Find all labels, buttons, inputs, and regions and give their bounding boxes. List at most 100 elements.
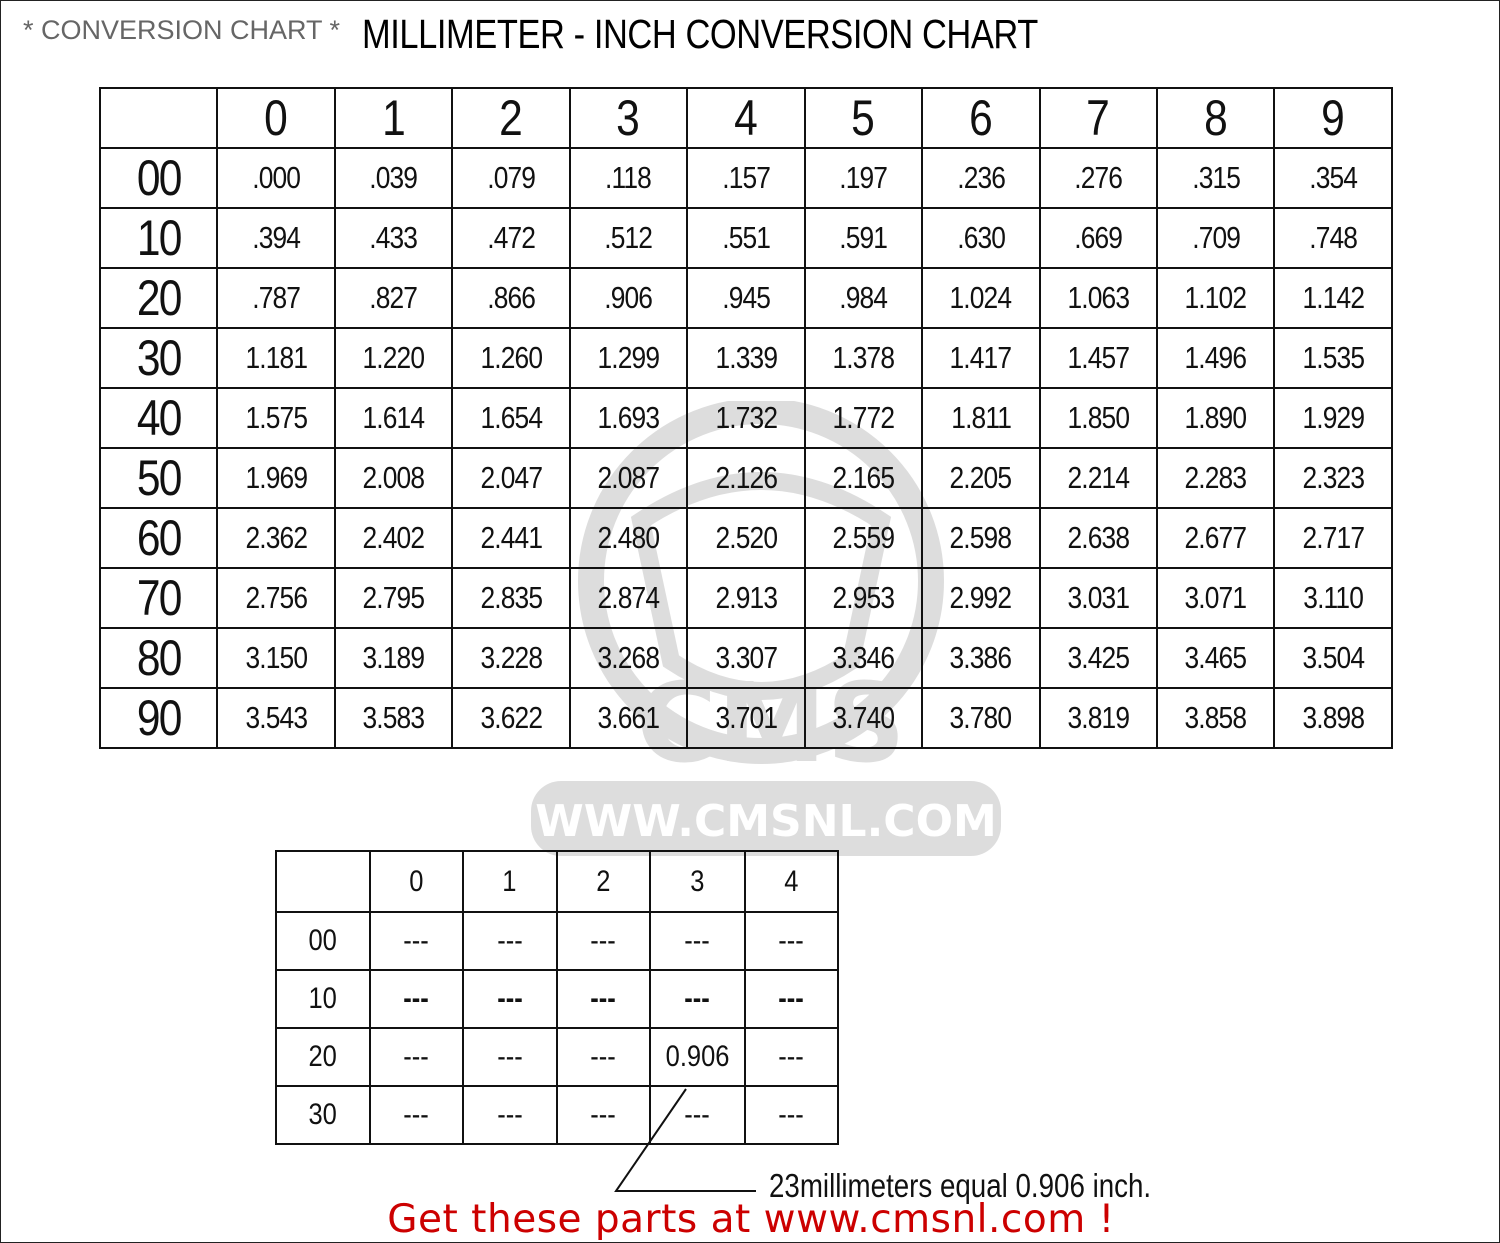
- table-cell: .669: [1038, 207, 1158, 269]
- cell-value: .827: [369, 280, 418, 315]
- cell-value: .630: [956, 220, 1006, 255]
- table-cell: .276: [1038, 147, 1158, 209]
- table-cell: ---: [648, 911, 746, 971]
- table-cell: .906: [568, 267, 689, 329]
- cell-value: ---: [590, 1040, 616, 1073]
- table-cell: ---: [743, 911, 840, 971]
- cell-value: .669: [1074, 220, 1123, 255]
- cell-value: 1.220: [362, 340, 426, 375]
- table-cell: 0.906: [648, 1027, 746, 1087]
- cell-value: .709: [1191, 220, 1241, 255]
- cell-value: .000: [252, 160, 301, 195]
- row-header-label: 60: [136, 510, 183, 566]
- table-cell: 2.520: [686, 507, 806, 569]
- cell-value: ---: [778, 924, 805, 957]
- table-cell: 2.598: [921, 507, 1041, 569]
- cell-value: 2.677: [1184, 520, 1248, 555]
- cell-value: 2.480: [597, 520, 661, 555]
- cell-value: 1.614: [362, 400, 426, 435]
- table-cell: 2.795: [333, 567, 454, 629]
- table-row: 70 2.756 2.795 2.835 2.874 2.913 2.953 2.992 3.0…: [98, 567, 1393, 629]
- table-cell: 1.654: [451, 387, 571, 449]
- row-header: 50: [98, 447, 219, 509]
- cell-value: 3.780: [949, 700, 1013, 735]
- table-cell: 2.214: [1038, 447, 1158, 509]
- table-cell: .630: [921, 207, 1041, 269]
- column-header: 0: [368, 850, 465, 913]
- row-header: 10: [98, 207, 219, 269]
- cell-value: .276: [1074, 160, 1123, 195]
- column-header: 8: [1155, 87, 1276, 149]
- column-header-label: 8: [1203, 90, 1228, 146]
- table-cell: 1.614: [333, 387, 454, 449]
- cell-value: ---: [778, 1040, 805, 1073]
- table-cell: 2.362: [216, 507, 336, 569]
- column-header-label: 0: [409, 864, 424, 898]
- table-cell: .039: [333, 147, 454, 209]
- cell-value: 3.425: [1067, 640, 1130, 675]
- cell-value: .039: [369, 160, 418, 195]
- table-cell: .157: [686, 147, 806, 209]
- table-cell: ---: [462, 1027, 558, 1087]
- column-header-label: 7: [1086, 90, 1111, 146]
- table-cell: 1.378: [803, 327, 924, 389]
- header-row: 0 1 2 3 4: [275, 850, 840, 913]
- table-cell: 1.969: [216, 447, 336, 509]
- table-cell: .748: [1273, 207, 1393, 269]
- table-cell: .197: [803, 147, 924, 209]
- row-header-label: 00: [136, 150, 183, 206]
- cell-value: 1.811: [950, 400, 1012, 435]
- table-cell: 1.339: [686, 327, 806, 389]
- table-cell: ---: [368, 1027, 465, 1087]
- table-row: 30 1.181 1.220 1.260 1.299 1.339 1.378 1.417 1.4…: [98, 327, 1393, 389]
- row-header-label: 70: [136, 570, 183, 626]
- cell-value: 2.441: [480, 520, 543, 555]
- cell-value: .906: [604, 280, 653, 315]
- table-cell: ---: [743, 969, 840, 1029]
- column-header-label: 4: [784, 864, 799, 898]
- cell-value: 2.520: [714, 520, 778, 555]
- cell-value: 3.661: [597, 700, 661, 735]
- row-header-label: 00: [308, 924, 338, 957]
- table-cell: 2.323: [1273, 447, 1393, 509]
- cell-value: ---: [403, 1098, 430, 1131]
- cell-value: ---: [684, 1098, 710, 1131]
- row-header: 00: [275, 911, 371, 971]
- column-header: 0: [216, 87, 336, 149]
- cell-value: .433: [369, 220, 418, 255]
- table-cell: 3.071: [1155, 567, 1276, 629]
- table-cell: ---: [555, 969, 651, 1029]
- cell-value: 1.654: [480, 400, 543, 435]
- table-row: 90 3.543 3.583 3.622 3.661 3.701 3.740 3.780 3.8…: [98, 687, 1393, 749]
- table-cell: 2.087: [568, 447, 689, 509]
- table-cell: 3.701: [686, 687, 806, 749]
- table-cell: .709: [1155, 207, 1276, 269]
- cell-value: 1.260: [480, 340, 543, 375]
- cell-value: 3.858: [1184, 700, 1248, 735]
- table-cell: .079: [451, 147, 571, 209]
- row-header-label: 30: [308, 1098, 338, 1131]
- table-row: 20 --- --- --- 0.906 ---: [275, 1027, 840, 1087]
- cell-value: .354: [1309, 160, 1358, 195]
- table-cell: 3.622: [451, 687, 571, 749]
- cell-value: 1.732: [714, 400, 778, 435]
- column-header-label: 2: [499, 90, 523, 146]
- cell-value: 1.339: [714, 340, 778, 375]
- table-cell: ---: [462, 911, 558, 971]
- table-row: 10 .394 .433 .472 .512 .551 .591 .630 .669 .709 .7…: [98, 207, 1393, 269]
- cell-value: 1.378: [832, 340, 895, 375]
- cell-value: 2.559: [832, 520, 895, 555]
- table-cell: 2.480: [568, 507, 689, 569]
- cell-value: 1.024: [949, 280, 1013, 315]
- cell-value: 2.165: [832, 460, 895, 495]
- table-cell: 2.835: [451, 567, 571, 629]
- table-cell: 1.693: [568, 387, 689, 449]
- cell-value: 1.772: [832, 400, 895, 435]
- table-cell: 1.417: [921, 327, 1041, 389]
- table-cell: ---: [368, 1085, 465, 1145]
- promo-link-text[interactable]: Get these parts at www.cmsnl.com !: [387, 1197, 1115, 1242]
- table-cell: 1.850: [1038, 387, 1158, 449]
- column-header: 4: [686, 87, 806, 149]
- row-header: 20: [275, 1027, 371, 1087]
- table-cell: 3.228: [451, 627, 571, 689]
